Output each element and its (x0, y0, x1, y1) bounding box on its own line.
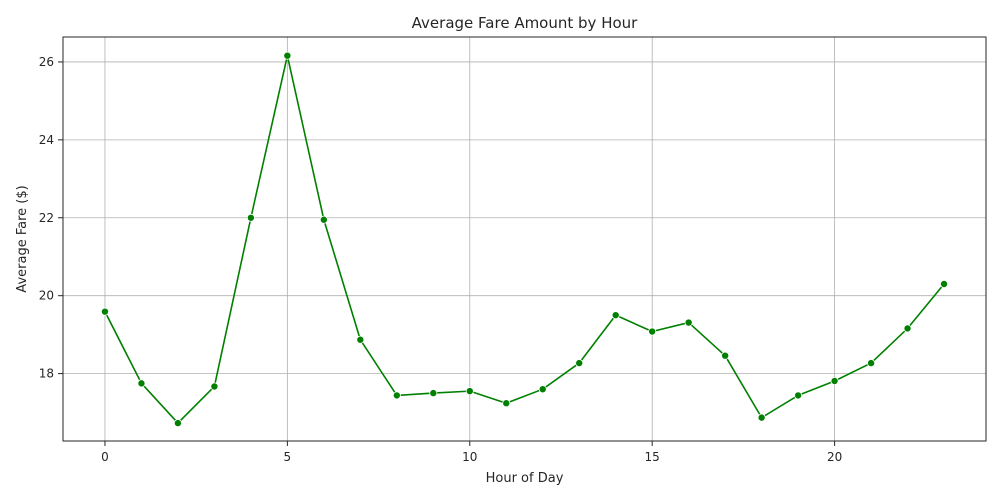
data-point (794, 391, 803, 400)
y-tick-label: 26 (39, 55, 54, 69)
x-tick-label: 10 (462, 450, 477, 464)
plot-frame (62, 36, 987, 442)
data-point (246, 213, 255, 222)
data-point (356, 335, 365, 344)
data-point (940, 279, 949, 288)
data-point (429, 389, 438, 398)
data-point (100, 307, 109, 316)
y-axis-ticks: 18 20 22 24 26 (39, 55, 63, 381)
data-point (465, 387, 474, 396)
data-point (648, 327, 657, 336)
data-point (867, 359, 876, 368)
y-axis-label: Average Fare ($) (15, 185, 30, 292)
data-point (721, 351, 730, 360)
data-point (611, 311, 620, 320)
chart-title: Average Fare Amount by Hour (412, 14, 638, 32)
data-point (173, 419, 182, 428)
data-point (757, 413, 766, 422)
data-point (319, 215, 328, 224)
data-point (538, 385, 547, 394)
x-tick-label: 20 (827, 450, 842, 464)
data-point (502, 399, 511, 408)
data-point (903, 324, 912, 333)
series-line (104, 54, 945, 424)
x-axis-label: Hour of Day (486, 471, 564, 486)
y-tick-label: 20 (39, 289, 54, 303)
x-tick-label: 15 (645, 450, 660, 464)
data-point (684, 318, 693, 327)
x-tick-label: 0 (101, 450, 109, 464)
y-tick-label: 22 (39, 211, 54, 225)
x-axis-ticks: 0 5 10 15 20 (101, 441, 842, 464)
data-point (392, 391, 401, 400)
y-tick-label: 24 (39, 133, 54, 147)
x-tick-label: 5 (284, 450, 292, 464)
data-point (137, 379, 146, 388)
y-tick-label: 18 (39, 367, 54, 381)
data-point (830, 377, 839, 386)
series-layer (100, 51, 949, 428)
data-point (210, 382, 219, 391)
data-point (283, 51, 292, 60)
data-point (575, 359, 584, 368)
